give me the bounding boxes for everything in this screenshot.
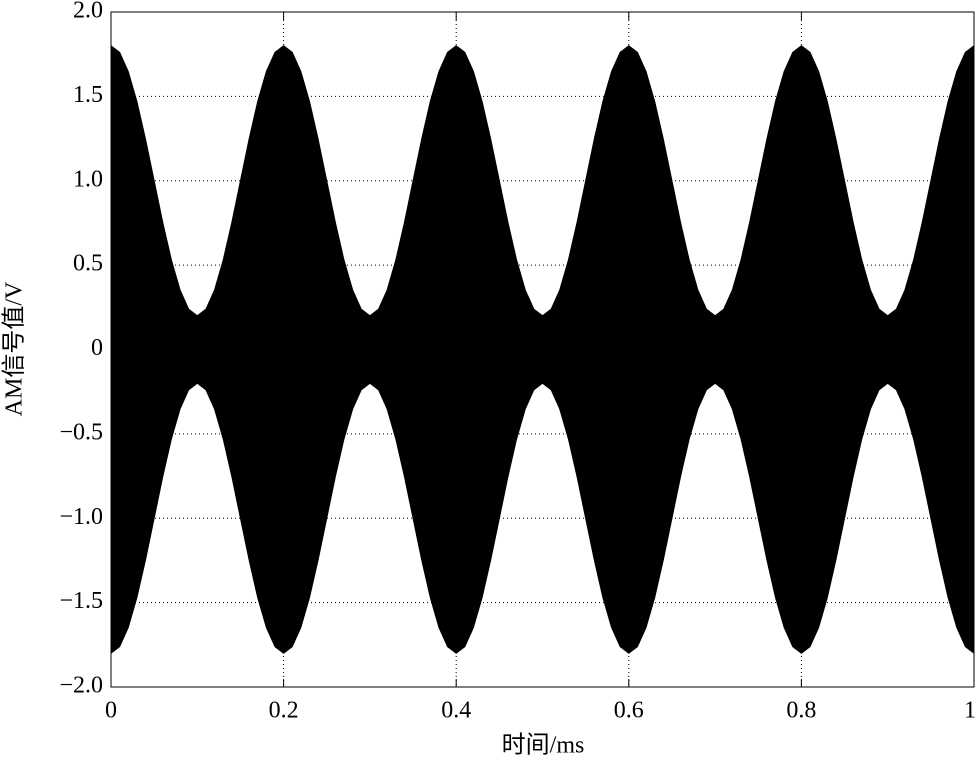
- y-tick-label: −2.0: [59, 673, 103, 699]
- plot-frame: [110, 11, 975, 688]
- y-axis-label: AM信号值/V: [1, 281, 28, 416]
- y-tick-label: −0.5: [59, 419, 103, 445]
- x-tick-label: 0.2: [269, 698, 299, 724]
- y-tick-label: −1.0: [59, 504, 103, 530]
- x-tick-label: 1: [964, 698, 976, 724]
- signal-band: [110, 44, 975, 655]
- x-axis-label: 时间/ms: [502, 732, 585, 759]
- y-tick-label: 1.5: [73, 82, 103, 108]
- y-tick-label: −1.5: [59, 588, 103, 614]
- y-tick-label: 1.0: [73, 166, 103, 192]
- x-tick-label: 0.4: [441, 698, 471, 724]
- x-tick-label: 0: [105, 698, 117, 724]
- x-tick-label: 0.6: [614, 698, 644, 724]
- y-tick-label: 0: [91, 335, 103, 361]
- x-tick-label: 0.8: [786, 698, 816, 724]
- y-tick-label: 0.5: [73, 251, 103, 277]
- y-tick-label: 2.0: [73, 0, 103, 24]
